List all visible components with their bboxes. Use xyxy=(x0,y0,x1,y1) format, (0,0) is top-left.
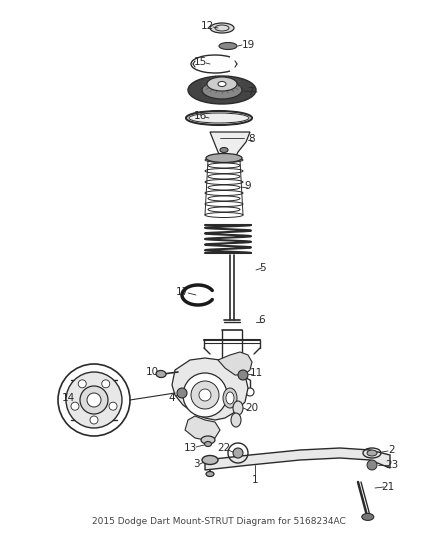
Polygon shape xyxy=(185,416,220,440)
Circle shape xyxy=(233,448,243,458)
Ellipse shape xyxy=(205,441,212,447)
Ellipse shape xyxy=(202,81,242,99)
Ellipse shape xyxy=(226,392,234,404)
Circle shape xyxy=(367,460,377,470)
Text: 9: 9 xyxy=(245,181,251,191)
Circle shape xyxy=(191,381,219,409)
Text: 4: 4 xyxy=(169,393,175,403)
Text: 2015 Dodge Dart Mount-STRUT Diagram for 5168234AC: 2015 Dodge Dart Mount-STRUT Diagram for … xyxy=(92,516,346,526)
Text: 8: 8 xyxy=(249,134,255,144)
Ellipse shape xyxy=(219,43,237,50)
Text: 12: 12 xyxy=(200,21,214,31)
Circle shape xyxy=(238,370,248,380)
Polygon shape xyxy=(205,448,390,470)
Text: 13: 13 xyxy=(184,443,197,453)
Ellipse shape xyxy=(201,436,215,444)
Circle shape xyxy=(102,380,110,388)
Circle shape xyxy=(90,416,98,424)
Ellipse shape xyxy=(218,82,226,86)
Circle shape xyxy=(199,389,211,401)
Text: 22: 22 xyxy=(217,443,231,453)
Polygon shape xyxy=(218,352,252,375)
Text: 16: 16 xyxy=(193,111,207,121)
Ellipse shape xyxy=(202,456,218,464)
Circle shape xyxy=(183,373,227,417)
Ellipse shape xyxy=(220,148,228,152)
Ellipse shape xyxy=(189,113,249,123)
Text: 23: 23 xyxy=(385,460,399,470)
Text: 17: 17 xyxy=(175,287,189,297)
Circle shape xyxy=(210,388,218,396)
Text: 14: 14 xyxy=(61,393,74,403)
Text: 2: 2 xyxy=(389,445,396,455)
Text: 7: 7 xyxy=(247,87,253,97)
Polygon shape xyxy=(210,132,250,156)
Text: 19: 19 xyxy=(241,40,254,50)
Text: 5: 5 xyxy=(259,263,265,273)
Circle shape xyxy=(71,402,79,410)
Ellipse shape xyxy=(207,77,237,91)
Ellipse shape xyxy=(210,23,234,33)
Ellipse shape xyxy=(206,154,242,163)
Circle shape xyxy=(109,402,117,410)
Text: 21: 21 xyxy=(381,482,395,492)
Text: 3: 3 xyxy=(193,459,199,469)
Circle shape xyxy=(80,386,108,414)
Text: 20: 20 xyxy=(245,403,258,413)
Circle shape xyxy=(177,388,187,398)
Text: 15: 15 xyxy=(193,57,207,67)
Ellipse shape xyxy=(205,157,243,163)
Text: 6: 6 xyxy=(259,315,265,325)
Text: 11: 11 xyxy=(249,368,263,378)
Ellipse shape xyxy=(206,472,214,477)
Ellipse shape xyxy=(362,513,374,520)
Circle shape xyxy=(246,388,254,396)
Circle shape xyxy=(78,380,86,388)
Ellipse shape xyxy=(233,401,243,415)
Circle shape xyxy=(66,372,122,428)
Ellipse shape xyxy=(367,450,377,456)
Ellipse shape xyxy=(231,413,241,427)
Text: 1: 1 xyxy=(252,475,258,485)
Ellipse shape xyxy=(223,388,237,408)
Polygon shape xyxy=(172,358,248,420)
Text: 10: 10 xyxy=(145,367,159,377)
Ellipse shape xyxy=(188,76,256,104)
Circle shape xyxy=(87,393,101,407)
Ellipse shape xyxy=(156,370,166,377)
